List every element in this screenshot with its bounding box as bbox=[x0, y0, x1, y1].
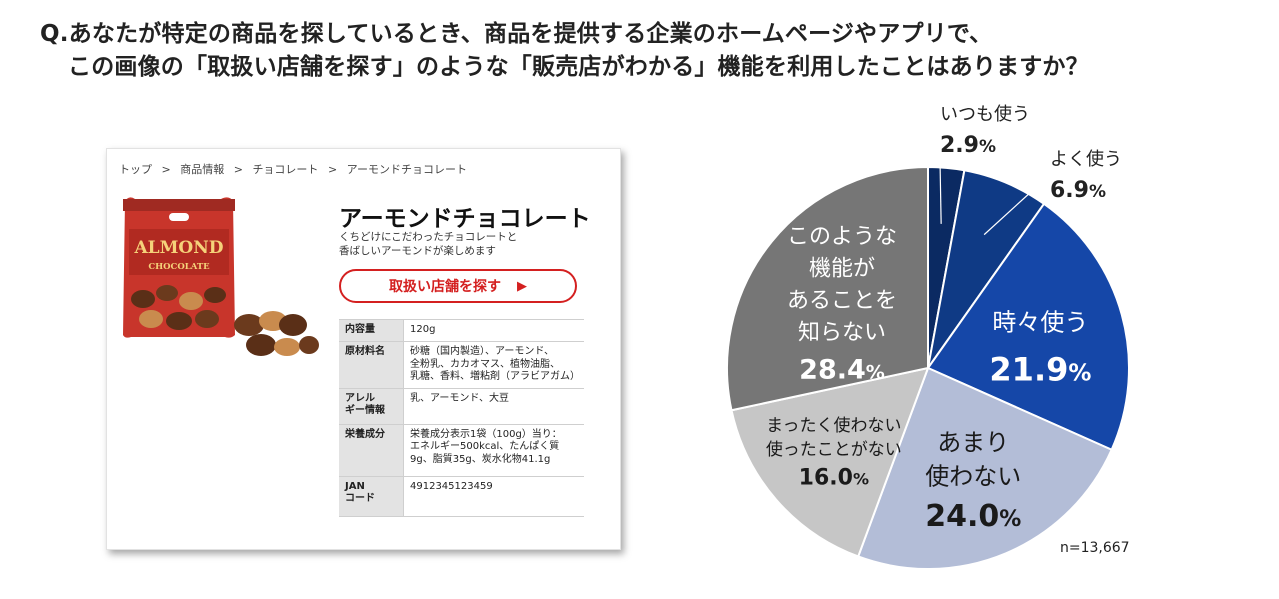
spec-key-line: アレル bbox=[345, 392, 375, 404]
spec-key: 栄養成分 bbox=[339, 423, 404, 477]
slice-category-label: あることを bbox=[787, 289, 897, 314]
almond-chocolates bbox=[131, 285, 319, 356]
slice-value-label: 24.0% bbox=[925, 499, 1021, 534]
spec-key-line: ギー情報 bbox=[345, 405, 385, 416]
pie-slice bbox=[726, 165, 929, 412]
spec-key-line: コード bbox=[345, 493, 375, 504]
slice-category-label: このような bbox=[787, 225, 897, 250]
spec-key-line: 内容量 bbox=[345, 324, 375, 335]
leader-line bbox=[983, 190, 1033, 236]
pie-slice bbox=[926, 202, 1130, 452]
description-line: くちどけにこだわったチョコレートと bbox=[339, 231, 518, 243]
slice-category-label: まったく使わない bbox=[766, 415, 901, 436]
spec-key: JAN コード bbox=[339, 475, 404, 517]
breadcrumb-top[interactable]: トップ bbox=[119, 163, 152, 176]
spec-value: 乳、アーモンド、大豆 bbox=[403, 387, 584, 425]
spec-value-line: 9g、脂質35g、炭水化物41.1g bbox=[410, 453, 551, 465]
slice-value-label: 16.0% bbox=[799, 465, 869, 490]
spec-value-line: 乳、アーモンド、大豆 bbox=[410, 392, 509, 404]
spec-key: アレル ギー情報 bbox=[339, 387, 404, 425]
breadcrumb-separator: > bbox=[327, 163, 338, 176]
spec-row: JAN コード 4912345123459 bbox=[339, 475, 584, 517]
play-arrow-icon: ▶ bbox=[517, 278, 527, 294]
spec-value-line: 乳糖、香料、増粘剤（アラビアガム） bbox=[410, 371, 580, 382]
pie-slice bbox=[730, 366, 930, 558]
find-store-label: 取扱い店舗を探す bbox=[389, 279, 501, 295]
slice-category-label: 使ったことがない bbox=[766, 439, 902, 460]
slice-category-label: いつも使う bbox=[940, 104, 1030, 125]
pie-slice-label: 時々使う 21.9% bbox=[989, 309, 1091, 389]
pie-slice-label: よく使う 6.9% bbox=[983, 149, 1122, 236]
spec-value-line: 4912345123459 bbox=[410, 480, 493, 492]
spec-key-line: 原材料名 bbox=[345, 346, 385, 357]
spec-row: 栄養成分 栄養成分表示1袋（100g）当り： エネルギー500kcal、たんぱく質 9… bbox=[339, 423, 584, 477]
slice-category-label: 機能が bbox=[809, 257, 875, 282]
question-line-1: Q.あなたが特定の商品を探しているとき、商品を提供する企業のホームページやアプリ… bbox=[40, 21, 993, 47]
pie-slice bbox=[856, 366, 1113, 570]
bag-label-almond: ALMOND bbox=[133, 238, 223, 258]
spec-value: 4912345123459 bbox=[403, 475, 584, 517]
slice-category-label: 知らない bbox=[798, 321, 886, 346]
breadcrumb-separator: > bbox=[233, 163, 243, 176]
leader-line bbox=[939, 160, 942, 224]
breadcrumb-chocolate[interactable]: チョコレート bbox=[252, 163, 319, 176]
breadcrumb-current: アーモンドチョコレート bbox=[346, 163, 467, 176]
slice-category-label: あまり bbox=[937, 429, 1009, 457]
slice-value-label: 28.4% bbox=[799, 354, 885, 385]
description-line: 香ばしいアーモンドが楽しめます bbox=[339, 245, 496, 257]
product-title: アーモンドチョコレート bbox=[339, 206, 591, 232]
spec-value: 120g bbox=[403, 319, 584, 342]
spec-value-line: 全粉乳、カカオマス、植物油脂、 bbox=[410, 358, 560, 370]
slice-value-label: 21.9% bbox=[989, 351, 1091, 389]
spec-value-line: 砂糖（国内製造）、アーモンド、 bbox=[410, 346, 554, 357]
product-bag-image: ALMOND CHOCOLATE bbox=[123, 197, 319, 356]
product-description: くちどけにこだわったチョコレートと 香ばしいアーモンドが楽しめます bbox=[339, 230, 517, 258]
breadcrumb-products[interactable]: 商品情報 bbox=[180, 163, 225, 176]
breadcrumb-separator: > bbox=[161, 163, 171, 176]
spec-value-line: 栄養成分表示1袋（100g）当り： bbox=[410, 428, 562, 440]
spec-key: 内容量 bbox=[339, 319, 404, 342]
slice-category-label: 時々使う bbox=[992, 309, 1088, 337]
spec-value-line: 120g bbox=[410, 324, 436, 335]
spec-key: 原材料名 bbox=[339, 341, 404, 389]
spec-value-line: エネルギー500kcal、たんぱく質 bbox=[410, 441, 560, 452]
question-line-2: この画像の「取扱い店舗を探す」のような「販売店がわかる」機能を利用したことはあり… bbox=[68, 54, 1089, 80]
pie-slice-label: いつも使う 2.9% bbox=[939, 104, 1030, 224]
slice-category-label: よく使う bbox=[1050, 149, 1122, 170]
product-spec-table: 内容量 120g 原材料名 砂糖（国内製造）、アーモンド、 全粉乳、カカオマス、植物油脂… bbox=[339, 319, 584, 517]
spec-key-line: JAN bbox=[345, 480, 365, 492]
breadcrumb: トップ > 商品情報 > チョコレート > アーモンドチョコレート bbox=[119, 161, 473, 177]
spec-row: アレル ギー情報 乳、アーモンド、大豆 bbox=[339, 387, 584, 425]
spec-row: 内容量 120g bbox=[339, 319, 584, 342]
spec-key-line: 栄養成分 bbox=[345, 428, 385, 440]
slice-value-label: 6.9% bbox=[1050, 178, 1106, 203]
slice-value-label: 2.9% bbox=[940, 133, 996, 158]
sample-size-note: n=13,667 bbox=[1060, 540, 1130, 556]
slice-category-label: 使わない bbox=[925, 463, 1021, 491]
product-page-mockup: トップ > 商品情報 > チョコレート > アーモンドチョコレート ALMOND… bbox=[106, 148, 621, 550]
bag-label-chocolate: CHOCOLATE bbox=[148, 262, 210, 272]
find-store-button[interactable]: 取扱い店舗を探す ▶ bbox=[339, 269, 577, 303]
